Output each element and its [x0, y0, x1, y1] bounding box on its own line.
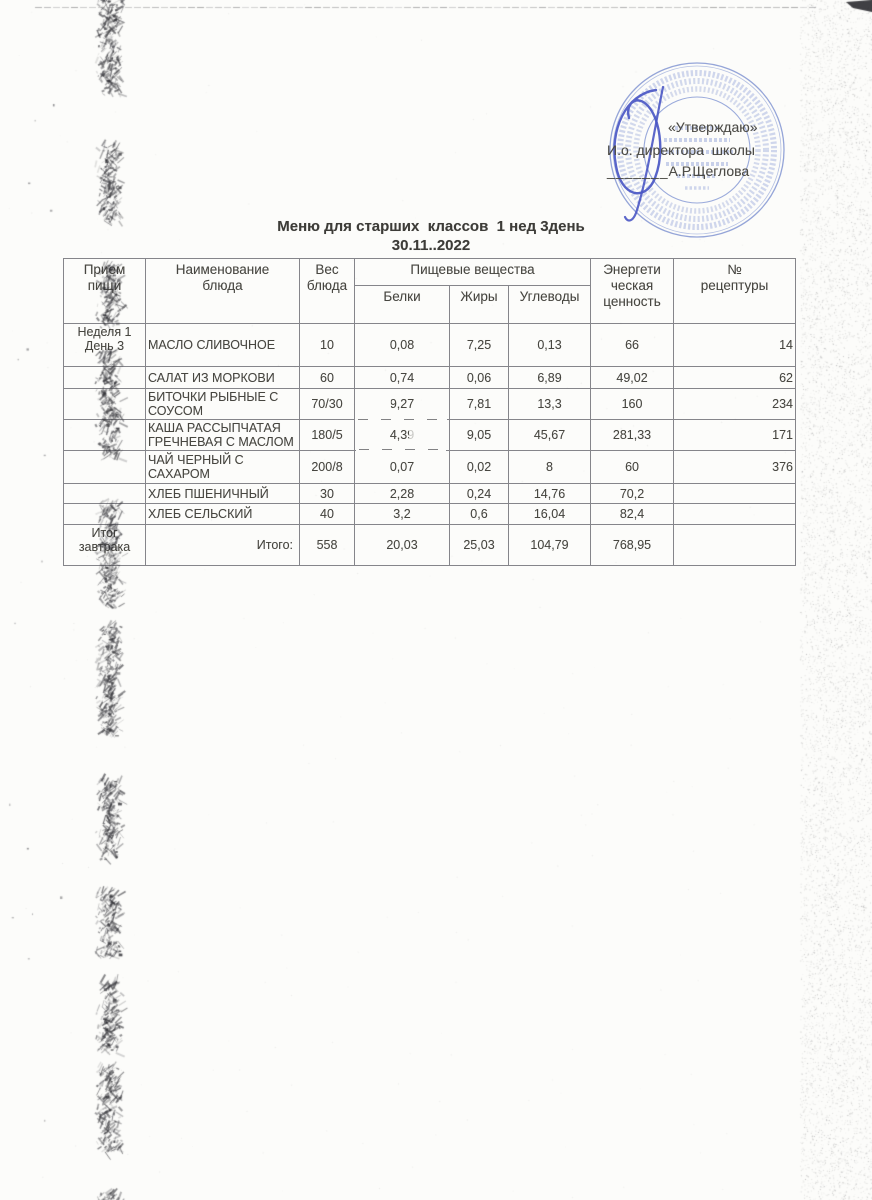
- cell-dish: МАСЛО СЛИВОЧНОЕ: [145, 323, 300, 367]
- document-title-block: Меню для старших классов 1 нед 3день 30.…: [186, 218, 676, 254]
- cell-meal: [63, 388, 146, 420]
- table-row: ХЛЕБ ПШЕНИЧНЫЙ 30 2,28 0,24 14,76 70,2: [63, 483, 797, 504]
- table-row: ЧАЙ ЧЕРНЫЙ С САХАРОМ 200/8 0,07 0,02 8 6…: [63, 450, 797, 484]
- cell-weight: 60: [299, 366, 355, 389]
- cell-carbs: 8: [507, 450, 592, 484]
- cell-dish: ХЛЕБ СЕЛЬСКИЙ: [145, 503, 300, 525]
- total-recipe: [673, 524, 797, 566]
- menu-table-body: Неделя 1 День 3 МАСЛО СЛИВОЧНОЕ 10 0,08 …: [63, 323, 797, 525]
- cell-energy: 66: [590, 323, 675, 367]
- cell-energy: 281,33: [590, 419, 675, 451]
- header-fat: Жиры: [449, 285, 509, 324]
- total-carbs: 104,79: [507, 524, 592, 566]
- cell-meal: [63, 450, 146, 484]
- table-row: Неделя 1 День 3 МАСЛО СЛИВОЧНОЕ 10 0,08 …: [63, 323, 797, 367]
- cell-meal: [63, 483, 146, 504]
- cell-energy: 60: [590, 450, 675, 484]
- cell-recipe: [673, 483, 797, 504]
- cell-weight: 200/8: [299, 450, 355, 484]
- cell-carbs: 14,76: [507, 483, 592, 504]
- cell-recipe: 14: [673, 323, 797, 367]
- menu-date: 30.11..2022: [391, 237, 471, 254]
- total-fat: 25,03: [449, 524, 509, 566]
- cell-meal: [63, 366, 146, 389]
- total-protein: 20,03: [354, 524, 450, 566]
- approval-quote: «Утверждаю»: [668, 119, 758, 135]
- cell-fat: 0,06: [449, 366, 509, 389]
- cell-fat: 7,81: [449, 388, 509, 420]
- header-meal: Прием пищи: [63, 258, 146, 324]
- table-row: САЛАТ ИЗ МОРКОВИ 60 0,74 0,06 6,89 49,02…: [63, 366, 797, 389]
- cell-energy: 82,4: [590, 503, 675, 525]
- cell-fat: 0,02: [449, 450, 509, 484]
- total-weight: 558: [299, 524, 355, 566]
- cell-meal: [63, 503, 146, 525]
- approval-role-line: И.о. директора школы: [607, 142, 755, 158]
- header-dish: Наименование блюда: [145, 258, 300, 324]
- cell-weight: 30: [299, 483, 355, 504]
- cell-recipe: [673, 503, 797, 525]
- cell-recipe: 62: [673, 366, 797, 389]
- cell-recipe: 376: [673, 450, 797, 484]
- header-protein: Белки: [354, 285, 450, 324]
- cell-protein: 0,07: [354, 450, 450, 484]
- cell-meal: [63, 419, 146, 451]
- cell-protein: 2,28: [354, 483, 450, 504]
- menu-title: Меню для старших классов 1 нед 3день: [277, 218, 585, 235]
- cell-energy: 49,02: [590, 366, 675, 389]
- whiteout-patch: [356, 444, 446, 454]
- cell-dish: САЛАТ ИЗ МОРКОВИ: [145, 366, 300, 389]
- approval-signature-line: _______А.Р.Щеглова: [607, 163, 749, 179]
- cell-protein: 0,08: [354, 323, 450, 367]
- cell-weight: 10: [299, 323, 355, 367]
- cell-fat: 9,05: [449, 419, 509, 451]
- header-nutrients: Пищевые вещества: [353, 258, 592, 286]
- whiteout-patch: [409, 429, 418, 442]
- header-weight: Вес блюда: [299, 258, 355, 324]
- total-meal-label: Итог завтрака: [63, 524, 146, 566]
- cell-dish: БИТОЧКИ РЫБНЫЕ С СОУСОМ: [145, 388, 300, 420]
- whiteout-patch: [382, 399, 391, 412]
- total-label: Итого:: [145, 524, 300, 566]
- cell-protein: 0,74: [354, 366, 450, 389]
- cell-carbs: 6,89: [507, 366, 592, 389]
- cell-carbs: 13,3: [507, 388, 592, 420]
- cell-dish: ХЛЕБ ПШЕНИЧНЫЙ: [145, 483, 300, 504]
- cell-protein: 3,2: [354, 503, 450, 525]
- cell-weight: 70/30: [299, 388, 355, 420]
- cell-dish: ЧАЙ ЧЕРНЫЙ С САХАРОМ: [145, 450, 300, 484]
- cell-fat: 0,24: [449, 483, 509, 504]
- cell-dish: КАША РАССЫПЧАТАЯ ГРЕЧНЕВАЯ С МАСЛОМ: [145, 419, 300, 451]
- header-carbs: Углеводы: [507, 285, 592, 324]
- cell-weight: 180/5: [299, 419, 355, 451]
- total-energy: 768,95: [590, 524, 675, 566]
- approval-name: А.Р.Щеглова: [668, 163, 750, 179]
- cell-recipe: 171: [673, 419, 797, 451]
- header-recipe: № рецептуры: [673, 258, 797, 324]
- cell-energy: 160: [590, 388, 675, 420]
- cell-fat: 0,6: [449, 503, 509, 525]
- cell-carbs: 0,13: [507, 323, 592, 367]
- cell-energy: 70,2: [590, 483, 675, 504]
- cell-weight: 40: [299, 503, 355, 525]
- menu-table: Прием пищи Наименование блюда Вес блюда …: [63, 258, 797, 566]
- cell-recipe: 234: [673, 388, 797, 420]
- header-energy: Энергети ческая ценность: [590, 258, 675, 324]
- signature-blank-line: _______: [607, 163, 669, 179]
- cell-fat: 7,25: [449, 323, 509, 367]
- cell-carbs: 45,67: [507, 419, 592, 451]
- total-row: Итог завтрака Итого: 558 20,03 25,03 104…: [63, 524, 797, 566]
- cell-meal: Неделя 1 День 3: [63, 323, 146, 367]
- table-row: ХЛЕБ СЕЛЬСКИЙ 40 3,2 0,6 16,04 82,4: [63, 503, 797, 525]
- whiteout-patch: [355, 414, 447, 424]
- cell-carbs: 16,04: [507, 503, 592, 525]
- menu-table-header: Прием пищи Наименование блюда Вес блюда …: [63, 258, 797, 324]
